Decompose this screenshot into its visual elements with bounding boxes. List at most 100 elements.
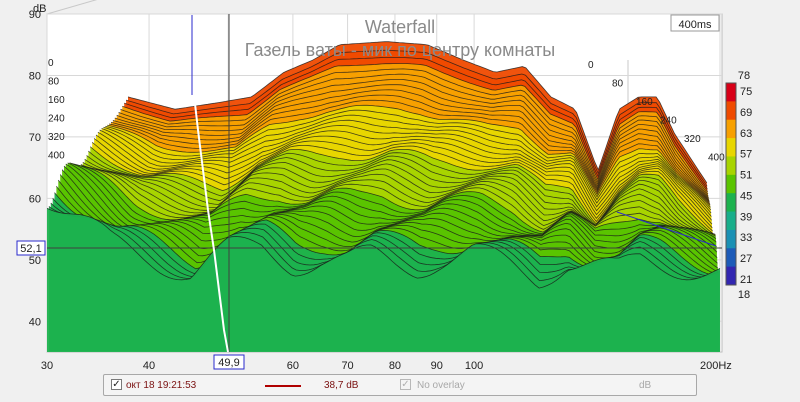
cursor-frequency-box[interactable]: [213, 354, 245, 370]
y-tick-label: 80: [29, 70, 41, 82]
x-tick-label: 90: [431, 360, 443, 372]
time-labels-right: 0 80 160 240 320 400: [588, 60, 725, 164]
color-scale-tick-label: 45: [740, 190, 752, 202]
waterfall-chart[interactable]: Waterfall Газель ваты - мик по центру ко…: [0, 0, 800, 372]
time-labels-left: 0 80 160 240 320 400: [48, 58, 65, 162]
color-scale-frame: [725, 82, 737, 286]
waterfall-slice-line: [103, 114, 712, 211]
time-label-right: 80: [612, 79, 624, 90]
x-tick-label: 200Hz: [700, 360, 732, 372]
waterfall-slice-line: [118, 73, 709, 197]
color-scale-band: [726, 266, 736, 286]
y-axis-unit: dB: [33, 3, 46, 15]
color-scale-band: [726, 138, 736, 157]
color-scale-band: [726, 211, 736, 231]
cursor-depth-line-right: [616, 211, 717, 247]
waterfall-slice-line: [47, 207, 721, 289]
waterfall-slice-line: [107, 104, 711, 206]
time-span-label: 400ms: [678, 19, 712, 31]
x-axis-ticks: 30 40 60 70 80 90 100 200Hz: [41, 360, 732, 372]
cursor-trace: [193, 94, 229, 353]
waterfall-slice-line: [90, 146, 714, 234]
y-tick-label: 50: [29, 255, 41, 267]
x-tick-label: 100: [465, 360, 483, 372]
legend-date: окт 18 19:21:53: [126, 380, 197, 391]
time-span-box: [670, 14, 720, 32]
color-scale-tick-label: 39: [740, 211, 752, 223]
color-scale-tick-label: 75: [740, 86, 752, 98]
cursor-frequency-label: 49,9: [218, 357, 239, 369]
color-scale-tick-label: 51: [740, 170, 752, 182]
time-label-left: 320: [48, 132, 65, 143]
color-scale: 78 75 69 63 57 51 45 39 33 27 21 18: [725, 70, 752, 301]
color-scale-band: [726, 83, 736, 102]
waterfall-slice-line: [78, 165, 715, 235]
trace-checkbox[interactable]: ✓: [111, 379, 122, 390]
time-label-right: 0: [588, 60, 594, 71]
color-scale-band: [726, 193, 736, 213]
waterfall-slice-line: [80, 164, 715, 236]
x-tick-label: 80: [389, 360, 401, 372]
waterfall-slice-line: [125, 49, 708, 187]
waterfall-slice-line: [91, 141, 713, 232]
time-label-right: 240: [660, 116, 677, 127]
time-label-left: 160: [48, 95, 65, 106]
waterfall-slice-line: [116, 79, 709, 199]
waterfall-slice-line: [63, 165, 718, 258]
trace-color-swatch: [265, 385, 301, 387]
waterfall-slice-line: [114, 84, 710, 200]
waterfall-slice-line: [122, 63, 709, 192]
color-scale-band: [726, 101, 736, 121]
waterfall-slice: [47, 208, 720, 352]
x-tick-label: 30: [41, 360, 53, 372]
time-label-left: 240: [48, 114, 65, 125]
x-tick-label: 40: [143, 360, 155, 372]
y-axis-ticks: 90 80 70 60 50 40: [29, 9, 41, 328]
color-scale-tick-label: 21: [740, 274, 752, 286]
waterfall-slice-line: [110, 94, 710, 203]
time-label-left: 400: [48, 151, 65, 162]
waterfall-slice-line: [120, 68, 709, 195]
time-label-left: 80: [48, 77, 60, 88]
waterfall-slice-line: [95, 134, 713, 225]
chart-title: Waterfall: [365, 17, 435, 37]
waterfall-surface: [47, 41, 721, 352]
waterfall-slice-line: [93, 138, 713, 229]
waterfall-slice-line: [75, 165, 716, 235]
waterfall-slice-line: [101, 119, 712, 214]
legend-value: 38,7 dB: [324, 380, 359, 391]
legend-unit: dB: [639, 380, 652, 391]
y-tick-label: 40: [29, 316, 41, 328]
chart-subtitle: Газель ваты - мик по центру комнаты: [245, 40, 555, 60]
color-scale-tick-label: 57: [740, 149, 752, 161]
overlay-checkbox[interactable]: ✓: [400, 379, 411, 390]
time-label-right: 320: [684, 134, 701, 145]
color-scale-tick-label: 18: [738, 289, 750, 301]
time-label-right: 400: [708, 153, 725, 164]
waterfall-slice-line: [77, 165, 716, 235]
cursor-level-box[interactable]: [16, 240, 46, 256]
time-label-left: 0: [48, 58, 54, 69]
color-scale-tick-label: 69: [740, 107, 752, 119]
legend-bar: ✓ окт 18 19:21:53 38,7 dB ✓ No overlay d…: [103, 374, 697, 396]
waterfall-slice-line: [124, 57, 708, 190]
y-tick-label: 90: [29, 9, 41, 21]
color-scale-tick-label: 63: [740, 128, 752, 140]
color-scale-band: [726, 229, 736, 249]
waterfall-slice-line: [88, 150, 714, 236]
y-tick-label: 70: [29, 132, 41, 144]
cursor-lines: [47, 14, 722, 353]
waterfall-slice-line: [127, 41, 708, 184]
time-label-right: 160: [636, 97, 653, 108]
color-scale-band: [726, 119, 736, 139]
color-scale-tick-label: 33: [740, 232, 752, 244]
waterfall-slice-line: [109, 99, 711, 204]
x-tick-label: 60: [287, 360, 299, 372]
waterfall-slice-line: [97, 130, 713, 221]
waterfall-slice-line: [112, 89, 710, 202]
color-scale-tick-label: 78: [738, 70, 750, 82]
color-scale-tick-label: 27: [740, 253, 752, 265]
waterfall-slice-line: [82, 161, 715, 237]
x-tick-label: 70: [341, 360, 353, 372]
